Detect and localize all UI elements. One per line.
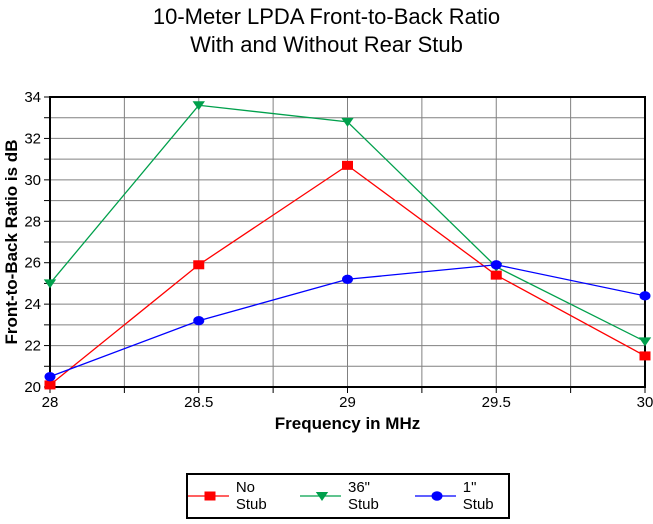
- y-tick-label: 30: [24, 172, 41, 189]
- x-axis-title: Frequency in MHz: [274, 414, 421, 433]
- y-tick-label: 28: [24, 213, 41, 230]
- y-axis-title: Front-to-Back Ratio is dB: [2, 139, 21, 345]
- legend-label: 1" Stub: [462, 479, 494, 513]
- triangle-down-marker: [341, 117, 354, 127]
- plot-border: [49, 96, 646, 388]
- y-tick-label: 20: [24, 379, 41, 396]
- triangle-down-marker: [315, 492, 329, 501]
- y-tick-label: 34: [24, 89, 41, 106]
- legend-marker-swatch: [414, 491, 456, 501]
- circle-marker: [342, 274, 353, 284]
- legend-label: 36" Stub: [348, 479, 379, 513]
- square-marker: [193, 260, 205, 270]
- legend-item: 1" Stub: [414, 479, 508, 513]
- y-tick-label: 22: [24, 338, 41, 355]
- square-marker: [342, 160, 353, 170]
- legend-marker-swatch: [300, 492, 341, 501]
- legend-label: No Stub: [235, 479, 267, 513]
- legend: No Stub 36" Stub 1" Stub: [186, 473, 510, 519]
- triangle-down-marker: [192, 101, 205, 111]
- plot-svg: 28 28.5 29 29.5 30 20 22 24 26 28 30 32 34: [24, 89, 653, 411]
- chart-title: 10-Meter LPDA Front-to-Back Ratio With a…: [0, 3, 653, 59]
- y-tick-label: 32: [24, 130, 41, 147]
- triangle-down-marker: [43, 279, 57, 289]
- x-tick-label: 29: [339, 394, 356, 411]
- legend-item: 36" Stub: [300, 479, 401, 513]
- chart-title-line2: With and Without Rear Stub: [190, 32, 463, 57]
- square-marker: [44, 380, 56, 390]
- x-tick-label: 30: [637, 394, 653, 411]
- circle-marker: [639, 291, 651, 301]
- x-tick-label: 28: [42, 394, 59, 411]
- chart-title-line1: 10-Meter LPDA Front-to-Back Ratio: [152, 4, 501, 29]
- circle-marker: [44, 371, 56, 382]
- x-tick-label: 28.5: [184, 394, 213, 411]
- square-marker: [204, 491, 216, 501]
- square-marker: [639, 351, 651, 361]
- square-marker: [490, 270, 502, 280]
- y-tick-label: 24: [24, 296, 41, 313]
- circle-marker: [490, 260, 502, 270]
- triangle-down-marker: [638, 337, 652, 347]
- circle-marker: [193, 316, 205, 326]
- x-tick-label: 29.5: [482, 394, 511, 411]
- circle-marker: [431, 491, 443, 501]
- y-tick-label: 26: [24, 255, 41, 272]
- legend-marker-swatch: [188, 491, 229, 501]
- legend-item: No Stub: [188, 479, 286, 513]
